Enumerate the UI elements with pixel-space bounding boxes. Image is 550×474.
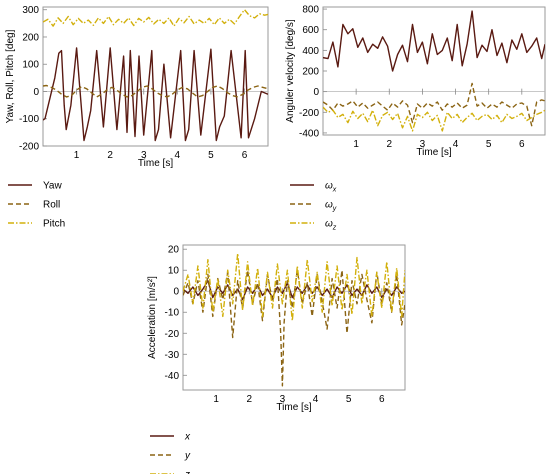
y-tick-label: 100 [22, 60, 39, 71]
series-line-3 [183, 252, 405, 322]
legend-label: ωy [325, 200, 337, 213]
y-tick-label: -200 [19, 142, 39, 153]
series-line-2 [323, 82, 545, 127]
y-tick-label: 10 [168, 266, 180, 277]
legend-label-text: ω [325, 181, 333, 192]
legend-label-text: x [184, 432, 191, 443]
x-tick-label: 3 [280, 394, 286, 405]
x-tick-label: 3 [420, 139, 426, 150]
legend-label-text: ω [325, 219, 333, 230]
legend-label: Roll [43, 200, 60, 211]
legend-label: Yaw [43, 181, 62, 192]
x-tick-label: 1 [74, 150, 80, 161]
legend-label-text: Roll [43, 200, 60, 211]
legend-label-text: ω [325, 200, 333, 211]
chart-panel-1: 1 2 3 4 5 6 -200 -100 0 100 200 300 Time [s] Yaw, Rol… [5, 5, 269, 230]
legend-label-text: z [184, 470, 190, 474]
legend-label: Pitch [43, 219, 65, 230]
series-line-1 [43, 47, 268, 142]
series-line-2 [43, 84, 268, 98]
legend-label-text: y [184, 451, 191, 462]
y-axis-label: Anguler velocity [deg/s] [285, 19, 296, 123]
y-tick-label: -10 [165, 308, 180, 319]
y-tick-label: -100 [19, 114, 39, 125]
x-tick-label: 5 [208, 150, 214, 161]
legend-label: y [184, 451, 191, 462]
y-tick-label: 400 [302, 46, 319, 57]
y-tick-label: 200 [22, 32, 39, 43]
x-tick-label: 2 [386, 139, 392, 150]
x-tick-label: 4 [313, 394, 319, 405]
y-tick-label: -30 [165, 350, 180, 361]
y-tick-label: 0 [313, 87, 319, 98]
y-axis-label: Acceleration [m/s²] [147, 276, 158, 359]
x-axis-label: Time [s] [138, 158, 173, 169]
x-axis-label: Time [s] [416, 147, 451, 158]
legend: Yaw Roll Pitch [8, 181, 65, 230]
chart-panel-3: 1 2 3 4 5 6 -40 -30 -20 -10 0 10 20 Time [s] Accelerat… [147, 244, 406, 474]
plot-frame [42, 6, 269, 147]
x-tick-label: 5 [346, 394, 352, 405]
x-tick-label: 1 [353, 139, 359, 150]
series-line-1 [323, 10, 545, 72]
legend: xy z [150, 432, 191, 474]
x-tick-label: 4 [175, 150, 181, 161]
x-tick-label: 4 [453, 139, 459, 150]
x-tick-label: 2 [107, 150, 113, 161]
x-tick-label: 6 [519, 139, 525, 150]
x-tick-label: 5 [486, 139, 492, 150]
legend-label: x [184, 432, 191, 443]
y-tick-label: -40 [165, 371, 180, 382]
y-tick-label: -20 [165, 329, 180, 340]
legend-label-text: Pitch [43, 219, 65, 230]
legend-label: ωz [325, 219, 337, 232]
y-tick-label: 200 [302, 67, 319, 78]
legend-label-text: Yaw [43, 181, 62, 192]
y-tick-label: 20 [168, 245, 180, 256]
legend-label-subscript: z [332, 225, 337, 232]
x-tick-label: 3 [141, 150, 147, 161]
x-tick-label: 1 [213, 394, 219, 405]
x-tick-label: 6 [379, 394, 385, 405]
plot-frame [182, 244, 406, 391]
legend-label: z [184, 470, 190, 474]
legend-label-subscript: y [332, 206, 337, 213]
y-tick-label: 300 [22, 5, 39, 16]
series-line-3 [43, 8, 268, 27]
chart-panel-2: 1 2 3 4 5 6 -400 -200 0 200 400 600 800 Time [s] Angul… [285, 5, 546, 232]
x-tick-label: 6 [242, 150, 248, 161]
series-line-3 [323, 106, 545, 132]
y-tick-label: -400 [299, 128, 319, 139]
y-tick-label: 0 [33, 87, 39, 98]
series-line-2 [183, 269, 405, 387]
legend-label: ωx [325, 181, 337, 194]
y-tick-label: 600 [302, 25, 319, 36]
y-tick-label: 0 [173, 287, 179, 298]
y-tick-label: 800 [302, 5, 319, 16]
x-axis-label: Time [s] [276, 402, 311, 413]
y-axis-label: Yaw, Roll, Pitch [deg] [5, 29, 16, 123]
x-tick-label: 2 [246, 394, 252, 405]
legend-label-subscript: x [332, 187, 337, 194]
y-tick-label: -200 [299, 108, 319, 119]
